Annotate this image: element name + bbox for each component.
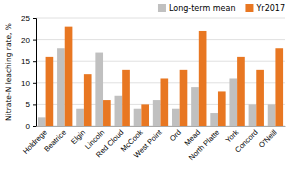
- tick: O'Neill: [257, 128, 279, 150]
- bar: [76, 109, 84, 126]
- tick: Holdrege: [21, 128, 49, 156]
- bar: [172, 109, 180, 126]
- bars: [38, 27, 283, 126]
- tick-mark: [33, 61, 36, 62]
- tick: 20: [21, 36, 36, 45]
- tick-mark: [33, 126, 36, 127]
- tick-mark: [33, 40, 36, 41]
- bar: [229, 78, 237, 126]
- tick: West Point: [132, 127, 165, 160]
- legend-swatch: [158, 4, 166, 12]
- bar: [95, 53, 103, 126]
- bar: [256, 70, 264, 126]
- axis-line: [33, 19, 37, 127]
- bar: [161, 78, 169, 126]
- bar: [180, 70, 188, 126]
- tick: Ord: [168, 128, 183, 143]
- grid-line: [36, 39, 285, 40]
- bar: [237, 57, 245, 126]
- bar: [199, 31, 207, 126]
- plot: 0 5 10 15 20 25 HoldregeBeatriceElginLincolnRe…: [21, 14, 286, 162]
- tick-label: 20: [21, 36, 30, 45]
- tick-label: North Platte: [187, 128, 221, 162]
- y-axis: 0 5 10 15 20 25: [21, 14, 36, 131]
- tick-label: 10: [21, 79, 30, 88]
- tick: Beatrice: [42, 128, 68, 154]
- tick: 25: [21, 14, 36, 23]
- bar: [134, 109, 142, 126]
- legend-label: Yr2017: [255, 4, 285, 13]
- bar: [218, 91, 226, 126]
- tick-label: Red Cloud: [94, 128, 125, 159]
- grid-line: [36, 18, 285, 19]
- axis-line: [37, 126, 286, 127]
- tick: 5: [26, 100, 36, 109]
- tick-label: Ord: [168, 128, 183, 143]
- bar: [141, 104, 149, 126]
- tick-label: 25: [21, 14, 30, 23]
- legend-swatch: [245, 4, 253, 12]
- bar: [249, 104, 257, 126]
- tick-label: 5: [26, 100, 31, 109]
- series: [46, 27, 284, 126]
- tick-mark: [33, 104, 36, 105]
- tick: 10: [21, 79, 36, 88]
- bar: [84, 74, 92, 126]
- series: [38, 48, 276, 126]
- tick: 15: [21, 57, 36, 66]
- legend-item: Yr2017: [245, 4, 285, 13]
- bar: [115, 96, 123, 126]
- tick: North Platte: [187, 128, 221, 162]
- bar: [122, 70, 130, 126]
- legend-label: Long-term mean: [169, 4, 235, 13]
- bar: [191, 87, 199, 126]
- bar: [57, 48, 65, 126]
- tick-mark: [33, 83, 36, 84]
- tick-label: Beatrice: [42, 128, 68, 154]
- legend-item: Long-term mean: [158, 4, 235, 13]
- tick-label: O'Neill: [257, 128, 279, 150]
- bar: [153, 100, 161, 126]
- tick: Red Cloud: [94, 128, 125, 159]
- bar: [46, 57, 54, 126]
- tick-label: 0: [26, 122, 31, 131]
- bar: [268, 104, 276, 126]
- bar: [103, 100, 111, 126]
- x-axis: HoldregeBeatriceElginLincolnRed CloudMcC…: [21, 127, 286, 163]
- grid: [36, 18, 285, 126]
- bar: [210, 113, 218, 126]
- tick-label: 15: [21, 57, 30, 66]
- y-axis-title: Nitrate-N leaching rate, %: [4, 23, 13, 121]
- legend: Long-term mean Yr2017: [158, 4, 285, 13]
- grid-line: [36, 61, 285, 62]
- tick: Concord: [233, 128, 259, 154]
- tick: 0: [26, 122, 36, 131]
- tick-label: Concord: [233, 128, 259, 154]
- bar: [38, 117, 46, 126]
- chart: 0 5 10 15 20 25 HoldregeBeatriceElginLincolnRe…: [0, 0, 293, 172]
- tick-label: Holdrege: [21, 128, 49, 156]
- bar: [65, 27, 73, 126]
- tick-mark: [33, 18, 36, 19]
- bar: [275, 48, 283, 126]
- tick-label: West Point: [132, 127, 165, 160]
